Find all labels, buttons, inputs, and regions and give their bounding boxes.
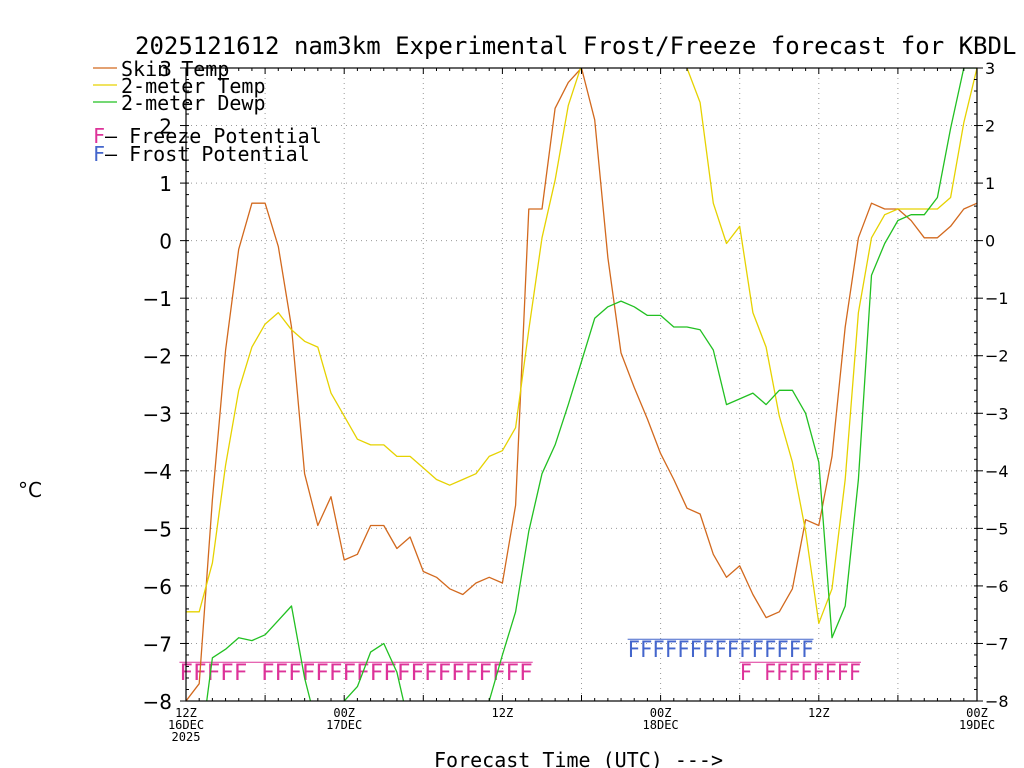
y-tick-label-right: 0 xyxy=(985,232,995,251)
x-tick-label: 19DEC xyxy=(959,718,995,732)
y-tick-label-right: 2 xyxy=(985,117,995,136)
y-tick-label-right: −3 xyxy=(985,404,1009,423)
series-line-skin-temp xyxy=(186,68,977,701)
y-tick-label-right: −7 xyxy=(985,634,1009,653)
marker-text: FFFFFFFFFFFFFFF xyxy=(628,638,814,663)
y-axis-label: °C xyxy=(18,478,42,502)
legend-label: 2-meter Dewp xyxy=(121,91,266,115)
legend-symbol: F xyxy=(93,142,105,166)
y-tick-label: −2 xyxy=(143,345,172,369)
y-tick-label-right: 3 xyxy=(985,59,995,78)
x-tick-label: 00Z xyxy=(966,706,988,720)
legend-label: – Freeze Potential xyxy=(105,124,322,148)
y-tick-label-right: −6 xyxy=(985,577,1009,596)
x-tick-label: 12Z xyxy=(175,706,197,720)
x-tick-label: 18DEC xyxy=(643,718,679,732)
y-tick-label: −7 xyxy=(143,632,172,656)
x-tick-label: 17DEC xyxy=(326,718,362,732)
y-tick-label: 1 xyxy=(159,172,172,196)
marker-text: FFFFF FFFFFFFFFFFFFFFFFFFF xyxy=(179,661,532,686)
y-tick-label-right: −5 xyxy=(985,519,1009,538)
x-tick-label: 00Z xyxy=(650,706,672,720)
frost-freeze-markers: FFFFF FFFFFFFFFFFFFFFFFFFF FFFFFFFFFFFFFF… xyxy=(179,638,861,686)
y-tick-label-right: −1 xyxy=(985,289,1009,308)
x-tick-label: 16DEC xyxy=(168,718,204,732)
y-axis-right: −8 −7 −6 −5 −4 −3 −2 −1 0 1 2 3 xyxy=(974,59,1009,711)
x-tick-label: 2025 xyxy=(172,730,201,744)
y-tick-label: −8 xyxy=(143,690,172,714)
x-tick-label: 12Z xyxy=(808,706,830,720)
y-tick-label-right: −4 xyxy=(985,462,1009,481)
y-tick-label-right: −2 xyxy=(985,347,1009,366)
series-line-2-meter-temp xyxy=(186,68,977,624)
legend-symbol: F xyxy=(93,124,105,148)
y-tick-label-right: −8 xyxy=(985,692,1009,711)
y-tick-label: −5 xyxy=(143,517,172,541)
marker-text: F FFFFFFFF xyxy=(740,661,861,686)
chart-title: 2025121612 nam3km Experimental Frost/Fre… xyxy=(135,32,1016,60)
x-axis-label: Forecast Time (UTC) ---> xyxy=(434,748,723,768)
legend-label: Skin Temp xyxy=(121,57,229,81)
x-tick-label: 12Z xyxy=(492,706,514,720)
series-line-2-meter-dewp xyxy=(206,68,977,701)
y-tick-label: 0 xyxy=(159,230,172,254)
y-tick-label: −6 xyxy=(143,575,172,599)
series-lines xyxy=(186,68,977,701)
y-tick-label: −1 xyxy=(143,287,172,311)
y-tick-label: −3 xyxy=(143,402,172,426)
x-tick-label: 00Z xyxy=(333,706,355,720)
legend-label: 2-meter Temp xyxy=(121,74,266,98)
legend-label: – Frost Potential xyxy=(105,142,310,166)
y-tick-label: 2 xyxy=(159,115,172,139)
y-axis-left: −8 −7 −6 −5 −4 −3 −2 −1 0 1 2 3 xyxy=(143,57,978,714)
grid-lines xyxy=(186,68,977,701)
y-tick-label-right: 1 xyxy=(985,174,995,193)
y-tick-label: −4 xyxy=(143,460,172,484)
y-tick-label: 3 xyxy=(159,57,172,81)
